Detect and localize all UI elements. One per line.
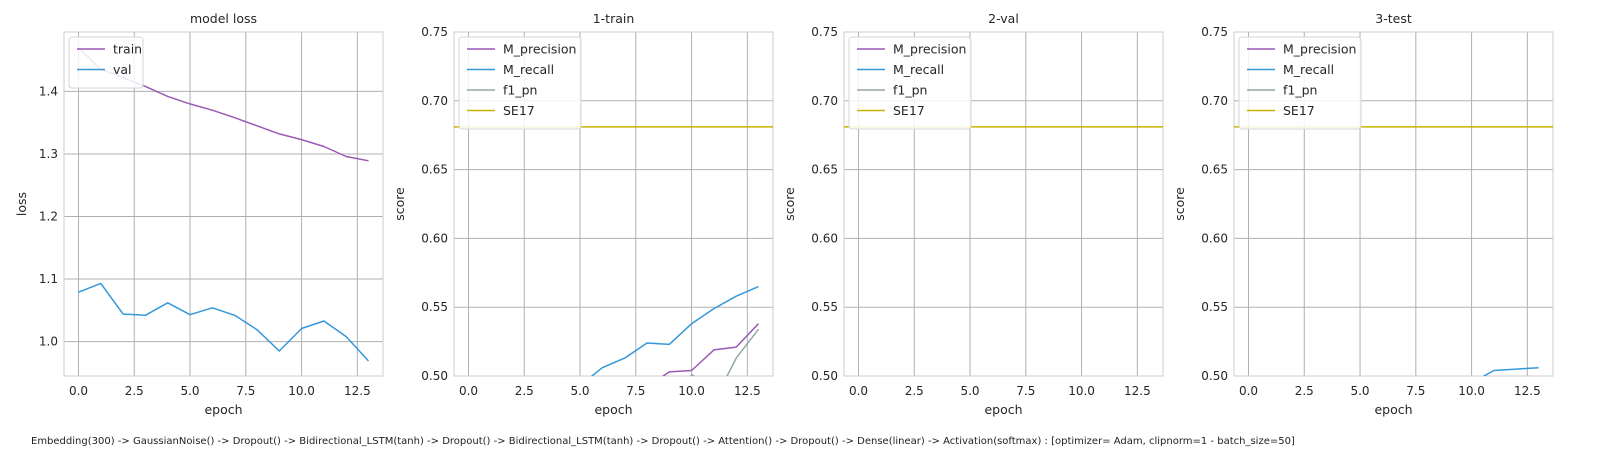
y-tick-label: 0.55: [811, 300, 838, 314]
x-tick-label: 10.0: [678, 384, 705, 398]
legend-label: M_precision: [1283, 42, 1356, 57]
y-tick-label: 0.65: [421, 163, 448, 177]
x-tick-label: 0.0: [1239, 384, 1258, 398]
y-tick-label: 0.75: [811, 25, 838, 39]
y-tick-label: 0.60: [1201, 231, 1228, 245]
legend-box: [458, 36, 582, 130]
x-tick-label: 2.5: [1295, 384, 1314, 398]
series-line-val: [78, 282, 370, 362]
y-tick-label: 0.75: [421, 25, 448, 39]
x-tick-label: 10.0: [1458, 384, 1485, 398]
y-tick-label: 1.0: [39, 335, 58, 349]
series-line-m-recall: [590, 285, 759, 376]
legend-label: f1_pn: [1283, 83, 1317, 98]
series-line-f1-pn: [690, 328, 760, 376]
chart-title: 3-test: [1375, 11, 1412, 26]
legend-label: M_recall: [503, 62, 554, 77]
legend-label: M_recall: [1283, 62, 1334, 77]
x-tick-label: 0.0: [849, 384, 868, 398]
x-tick-label: 7.5: [626, 384, 645, 398]
x-tick-label: 12.5: [344, 384, 371, 398]
y-tick-label: 1.1: [39, 272, 58, 286]
legend: train val: [68, 36, 144, 89]
legend-label: M_recall: [893, 62, 944, 77]
legend-label: val: [113, 62, 132, 77]
x-tick-label: 0.0: [459, 384, 478, 398]
y-tick-label: 0.50: [811, 369, 838, 383]
x-tick-label: 2.5: [515, 384, 534, 398]
model-architecture-caption: Embedding(300) -> GaussianNoise() -> Dro…: [31, 436, 1295, 447]
legend-label: M_precision: [893, 42, 966, 57]
y-tick-label: 0.55: [421, 300, 448, 314]
plot-area: [64, 32, 383, 376]
y-tick-label: 0.70: [1201, 94, 1228, 108]
legend: M_precision M_recall f1_pn SE17: [848, 36, 972, 130]
y-axis-label: loss: [14, 192, 29, 216]
legend-label: SE17: [503, 103, 535, 118]
chart-panel-4: 0.0 2.5 5.0 7.5 10.0 12.5 0.50 0.55 0.60 0.65 0.70…: [1172, 11, 1554, 417]
legend-label: SE17: [893, 103, 925, 118]
y-tick-label: 0.75: [1201, 25, 1228, 39]
chart-title: 1-train: [593, 11, 635, 26]
y-tick-label: 0.65: [1201, 163, 1228, 177]
x-tick-label: 7.5: [1016, 384, 1035, 398]
x-axis-label: epoch: [1374, 402, 1412, 417]
chart-panel-1: 0.0 2.5 5.0 7.5 10.0 12.5 1.0 1.1 1.2 1.3 1.4 model…: [14, 11, 384, 417]
y-tick-label: 1.2: [39, 210, 58, 224]
axes-frame: [63, 31, 384, 377]
x-tick-label: 2.5: [125, 384, 144, 398]
y-tick-label: 0.55: [1201, 300, 1228, 314]
y-tick-label: 1.4: [39, 84, 58, 98]
chart-panel-3: 0.0 2.5 5.0 7.5 10.0 12.5 0.50 0.55 0.60 0.65 0.70…: [782, 11, 1164, 417]
x-tick-label: 5.0: [960, 384, 979, 398]
chart-panel-2: 0.0 2.5 5.0 7.5 10.0 12.5 0.50 0.55 0.60 0.65 0.70…: [392, 11, 774, 417]
y-tick-label: 0.65: [811, 163, 838, 177]
y-axis-label: score: [392, 187, 407, 221]
legend-box: [848, 36, 972, 130]
y-tick-label: 0.70: [811, 94, 838, 108]
y-tick-label: 0.60: [811, 231, 838, 245]
chart-title: 2-val: [988, 11, 1019, 26]
x-axis-label: epoch: [984, 402, 1022, 417]
y-tick-label: 0.60: [421, 231, 448, 245]
legend-label: SE17: [1283, 103, 1315, 118]
legend-label: train: [113, 42, 142, 57]
legend-label: f1_pn: [893, 83, 927, 98]
x-axis-label: epoch: [204, 402, 242, 417]
x-tick-label: 12.5: [1124, 384, 1151, 398]
x-tick-label: 10.0: [1068, 384, 1095, 398]
chart-title: model loss: [190, 11, 257, 26]
x-tick-label: 12.5: [1514, 384, 1541, 398]
x-tick-label: 5.0: [570, 384, 589, 398]
y-tick-label: 0.70: [421, 94, 448, 108]
x-tick-label: 0.0: [69, 384, 88, 398]
legend-label: f1_pn: [503, 83, 537, 98]
legend: M_precision M_recall f1_pn SE17: [458, 36, 582, 130]
x-tick-label: 10.0: [288, 384, 315, 398]
series-line-m-recall: [1482, 366, 1539, 376]
x-axis-label: epoch: [594, 402, 632, 417]
x-tick-label: 5.0: [180, 384, 199, 398]
x-tick-label: 7.5: [236, 384, 255, 398]
y-tick-label: 0.50: [1201, 369, 1228, 383]
legend-box: [1238, 36, 1362, 130]
series-line-m-precision: [661, 323, 760, 376]
x-tick-label: 5.0: [1350, 384, 1369, 398]
axes-frame: [1233, 31, 1554, 377]
y-axis-label: score: [782, 187, 797, 221]
y-tick-label: 1.3: [39, 147, 58, 161]
axes-frame: [453, 31, 774, 377]
legend: M_precision M_recall f1_pn SE17: [1238, 36, 1362, 130]
x-tick-label: 7.5: [1406, 384, 1425, 398]
y-axis-label: score: [1172, 187, 1187, 221]
axes-frame: [843, 31, 1164, 377]
y-tick-label: 0.50: [421, 369, 448, 383]
x-tick-label: 12.5: [734, 384, 761, 398]
legend-label: M_precision: [503, 42, 576, 57]
series-group: [454, 126, 773, 376]
x-tick-label: 2.5: [905, 384, 924, 398]
